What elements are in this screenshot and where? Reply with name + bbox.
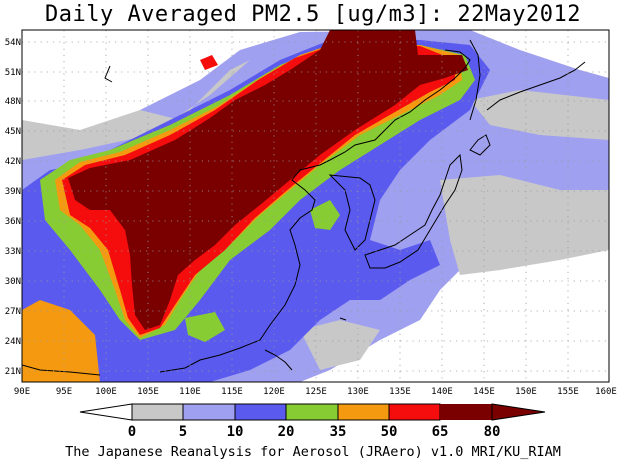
colorbar-swatch-3 [234, 403, 287, 421]
pm25-level-35 [310, 200, 340, 230]
lat-label: 24N [5, 337, 21, 347]
lon-label: 130E [347, 387, 369, 397]
pm25-field [22, 30, 609, 382]
lon-label: 90E [14, 387, 30, 397]
colorbar-swatch-6 [388, 403, 441, 421]
lat-label: 27N [5, 307, 21, 317]
lon-label: 155E [557, 387, 579, 397]
lat-label: 48N [5, 97, 21, 107]
lon-label: 135E [389, 387, 411, 397]
map-frame [21, 29, 610, 383]
pm25-level-5 [22, 60, 250, 160]
colorbar-swatch-7 [440, 404, 492, 420]
lon-axis: 90E 95E 100E 105E 110E 115E 120E 125E 13… [14, 387, 617, 397]
lat-axis: 54N 51N 48N 45N 42N 39N 36N 33N 30N 27N … [5, 38, 21, 377]
colorbar-swatch-5 [337, 403, 390, 421]
lat-label: 21N [5, 367, 21, 377]
lat-label: 42N [5, 157, 21, 167]
lon-label: 100E [95, 387, 117, 397]
colorbar-label: 0 [127, 424, 137, 440]
colorbar-label: 5 [178, 424, 188, 440]
lon-label: 160E [595, 387, 617, 397]
lon-label: 105E [137, 387, 159, 397]
pm25-level-50 [22, 300, 100, 382]
lat-label: 45N [5, 127, 21, 137]
lat-label: 33N [5, 247, 21, 257]
pm25-level-5 [440, 175, 609, 275]
lat-label: 36N [5, 217, 21, 227]
lon-label: 150E [515, 387, 537, 397]
colorbar-swatch-1 [131, 403, 184, 421]
colorbar-label: 50 [380, 424, 398, 440]
colorbar-label: 20 [277, 424, 295, 440]
lat-label: 30N [5, 277, 21, 287]
lat-label: 54N [5, 38, 21, 48]
lon-label: 95E [56, 387, 72, 397]
colorbar [79, 403, 546, 421]
pm25-level-0 [520, 30, 609, 70]
pm25-level-0 [22, 30, 240, 112]
colorbar-swatch-2 [182, 403, 236, 421]
lon-label: 125E [305, 387, 327, 397]
colorbar-label: 35 [329, 424, 347, 440]
colorbar-swatch-8 [491, 403, 546, 421]
coastlines [22, 39, 586, 376]
colorbar-label: 80 [483, 424, 501, 440]
lat-label: 39N [5, 187, 21, 197]
map-title: Daily Averaged PM2.5 [ug/m3]: 22May2012 [44, 2, 582, 27]
lon-label: 115E [221, 387, 243, 397]
lat-label: 51N [5, 68, 21, 78]
colorbar-label: 65 [431, 424, 449, 440]
colorbar-swatch-0 [79, 403, 133, 421]
lon-label: 120E [263, 387, 285, 397]
pm25-level-5 [470, 90, 609, 140]
lon-label: 145E [473, 387, 495, 397]
credit-line: The Japanese Reanalysis for Aerosol (JRA… [65, 444, 561, 460]
pm25-level-80 [68, 30, 468, 330]
colorbar-label: 10 [226, 424, 244, 440]
pm25-level-5 [300, 320, 380, 370]
pm25-level-65 [200, 55, 218, 70]
lon-label: 110E [179, 387, 201, 397]
colorbar-swatch-4 [285, 403, 339, 421]
lon-label: 140E [431, 387, 453, 397]
pm25-level-0 [460, 270, 609, 382]
pm25-level-35 [185, 312, 225, 342]
